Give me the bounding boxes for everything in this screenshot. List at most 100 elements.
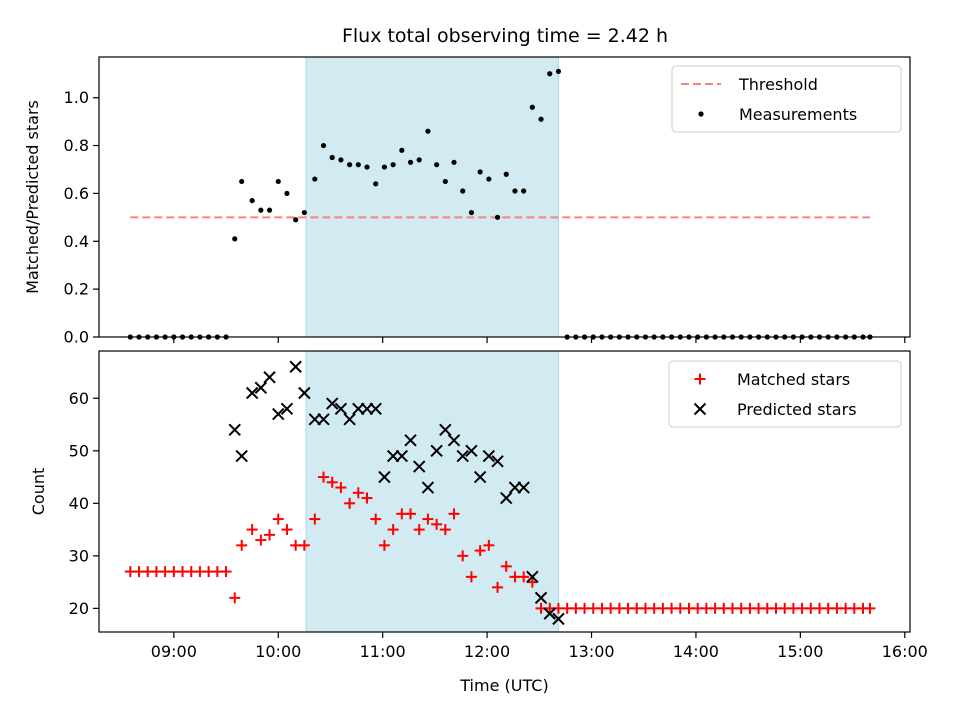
predicted-star-marker: [334, 402, 348, 415]
predicted-star-marker: [465, 444, 478, 458]
measurement-point: [355, 162, 361, 168]
legend-measurements-swatch: [698, 111, 704, 117]
predicted-star-marker: [395, 449, 409, 463]
predicted-star-marker: [280, 402, 294, 415]
measurement-point: [477, 169, 483, 175]
predicted-star-marker: [343, 413, 356, 426]
measurement-point: [258, 207, 264, 213]
predicted-star-marker: [378, 470, 391, 484]
measurement-point: [338, 157, 344, 163]
predicted-star-marker: [404, 434, 417, 447]
legend-matched-swatch: [694, 373, 706, 385]
matched-star-marker: [229, 592, 241, 604]
matched-star-marker: [220, 566, 232, 578]
predicted-star-marker: [298, 386, 311, 400]
x-tick-label: 15:00: [777, 642, 823, 661]
matched-star-marker: [413, 524, 425, 536]
predicted-star-marker: [439, 423, 452, 436]
matched-star-marker: [483, 539, 495, 551]
count-y-label: Count: [29, 468, 48, 516]
matched-star-marker: [457, 550, 469, 562]
count-y-ticks: 20 30 40 50 60: [69, 389, 99, 618]
x-axis-label: Time (UTC): [459, 676, 548, 695]
measurement-point: [249, 197, 255, 204]
predicted-star-marker: [413, 460, 426, 473]
measurement-point: [434, 162, 440, 168]
y-tick-label: 60: [69, 389, 89, 408]
matched-star-marker: [318, 471, 330, 483]
predicted-stars-points: [228, 360, 565, 626]
matched-star-marker: [361, 492, 373, 504]
measurement-point: [275, 178, 281, 185]
predicted-star-marker: [543, 607, 556, 620]
matched-star-marker: [422, 513, 434, 525]
y-tick-label: 30: [69, 546, 89, 565]
predicted-star-marker: [482, 449, 496, 463]
measurement-point: [399, 147, 405, 153]
matched-star-marker: [298, 539, 310, 551]
y-tick-label: 0.0: [64, 328, 89, 347]
matched-star-marker: [236, 539, 248, 551]
x-tick-label: 09:00: [151, 642, 197, 661]
observing-window-span: [305, 56, 559, 338]
predicted-star-marker: [473, 470, 487, 484]
ratio-panel: 0.0 0.2 0.4 0.6 0.8 1.0 Matched/Predicted sta…: [23, 56, 911, 347]
predicted-star-marker: [491, 455, 504, 468]
measurement-point: [547, 71, 553, 77]
measurement-point: [284, 190, 290, 197]
legend-matched-label: Matched stars: [737, 370, 850, 389]
matched-star-marker: [526, 576, 538, 588]
predicted-star-marker: [254, 381, 268, 394]
measurement-point: [239, 178, 245, 185]
matched-star-marker: [465, 571, 477, 583]
count-x-ticks: 09:00 10:00 11:00 12:00 13:00 14:00 15:00 16:00: [151, 632, 928, 661]
matched-star-marker: [264, 529, 276, 541]
measurement-point: [390, 162, 396, 168]
matched-star-marker: [448, 508, 460, 520]
measurement-point: [555, 68, 562, 74]
predicted-star-marker: [325, 397, 339, 410]
predicted-star-marker: [526, 570, 539, 584]
measurement-point: [512, 188, 518, 194]
predicted-star-marker: [517, 481, 530, 494]
y-tick-label: 0.8: [64, 136, 89, 155]
measurement-point: [494, 214, 501, 220]
y-tick-label: 40: [69, 494, 89, 513]
predicted-star-marker: [289, 360, 302, 373]
predicted-star-marker: [369, 402, 382, 415]
count-legend: Matched stars Predicted stars: [668, 360, 902, 428]
matched-star-marker: [431, 518, 443, 530]
predicted-star-marker: [421, 481, 435, 494]
measurement-point: [293, 217, 299, 223]
measurement-point: [381, 164, 388, 170]
matched-star-marker: [309, 513, 321, 525]
count-panel: 20 30 40 50 60 09:00 10:00 11:00 12:00 13:00 14:0…: [29, 350, 928, 695]
predicted-star-marker: [430, 444, 443, 458]
measurement-point: [266, 207, 273, 213]
measurement-point: [503, 171, 509, 177]
predicted-star-marker: [317, 413, 330, 426]
matched-star-marker: [474, 545, 486, 557]
legend-predicted-swatch: [693, 402, 707, 416]
count-panel-frame: [98, 350, 911, 633]
x-tick-label: 14:00: [673, 642, 719, 661]
ratio-legend: Threshold Measurements: [671, 65, 902, 133]
matched-star-marker: [864, 602, 876, 614]
matched-star-marker: [255, 534, 267, 546]
legend-frame: [668, 360, 902, 428]
chart-title: Flux total observing time = 2.42 h: [342, 25, 668, 47]
ratio-y-label: Matched/Predicted stars: [23, 100, 42, 294]
matched-stars-points: [124, 471, 876, 614]
measurement-point: [425, 128, 431, 134]
x-tick-label: 10:00: [255, 642, 301, 661]
matched-star-marker: [281, 524, 293, 536]
predicted-star-marker: [228, 423, 241, 436]
measurement-point: [373, 181, 379, 187]
predicted-star-marker: [245, 386, 259, 400]
x-tick-label: 12:00: [464, 642, 510, 661]
legend-measurements-label: Measurements: [739, 105, 857, 124]
matched-star-marker: [518, 571, 530, 583]
y-tick-label: 20: [69, 599, 89, 618]
legend-frame: [671, 65, 902, 133]
measurement-point: [407, 159, 414, 165]
